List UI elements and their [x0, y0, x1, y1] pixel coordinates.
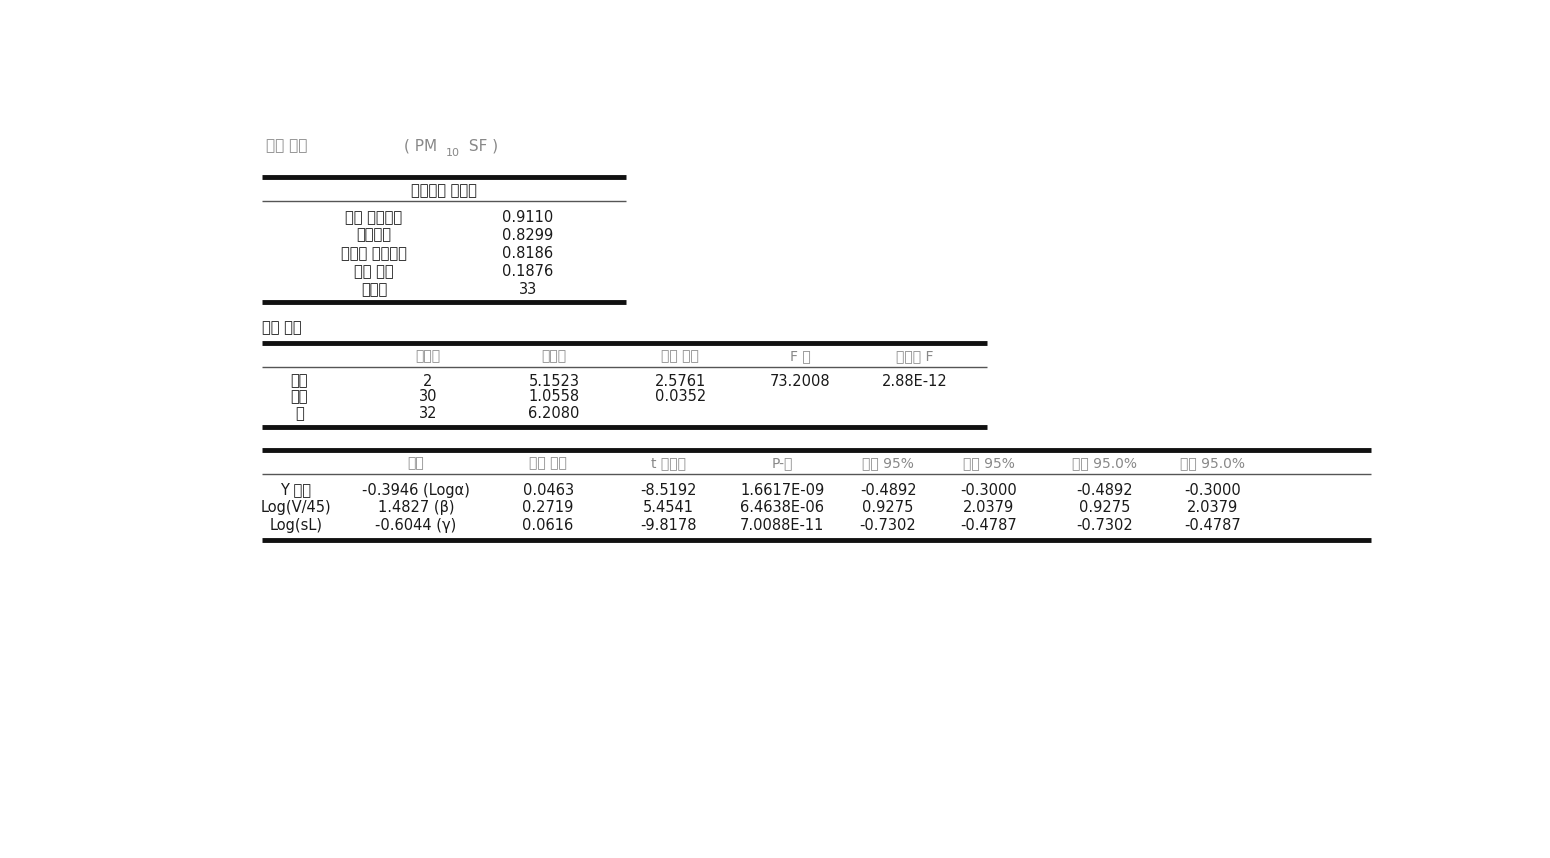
Text: 분산 분석: 분산 분석: [262, 320, 302, 335]
Text: 하위 95.0%: 하위 95.0%: [1071, 456, 1136, 470]
Text: 유의한 F: 유의한 F: [896, 349, 933, 363]
Text: -0.4787: -0.4787: [961, 517, 1017, 533]
Text: 0.1876: 0.1876: [502, 264, 553, 279]
Text: 33: 33: [519, 282, 536, 298]
Text: 2.0379: 2.0379: [964, 499, 1015, 515]
Text: -0.4787: -0.4787: [1184, 517, 1242, 533]
Text: 32: 32: [418, 406, 437, 421]
Text: 0.2719: 0.2719: [522, 499, 574, 515]
Text: 표준 오차: 표준 오차: [529, 456, 567, 470]
Text: 계: 계: [294, 406, 304, 421]
Text: 0.8186: 0.8186: [502, 246, 553, 261]
Text: 73.2008: 73.2008: [770, 373, 831, 389]
Text: Log(V/45): Log(V/45): [260, 499, 332, 515]
Text: 0.9275: 0.9275: [1079, 499, 1130, 515]
Text: 재차: 재차: [291, 390, 308, 404]
Text: -0.4892: -0.4892: [1076, 482, 1133, 498]
Text: -0.7302: -0.7302: [860, 517, 916, 533]
Text: -0.3946 (Logα): -0.3946 (Logα): [363, 482, 470, 498]
Text: 0.8299: 0.8299: [502, 227, 553, 243]
Text: 7.0088E-11: 7.0088E-11: [741, 517, 825, 533]
Text: 1.4827 (β): 1.4827 (β): [378, 499, 454, 515]
Text: 2.5761: 2.5761: [654, 373, 705, 389]
Text: -0.6044 (γ): -0.6044 (γ): [375, 517, 457, 533]
Text: 제곱합: 제곱합: [541, 349, 567, 363]
Text: 0.0463: 0.0463: [522, 482, 574, 498]
Text: 제곱 평균: 제곱 평균: [662, 349, 699, 363]
Text: -0.7302: -0.7302: [1076, 517, 1133, 533]
Text: 회귀: 회귀: [291, 373, 308, 389]
Text: -0.3000: -0.3000: [1184, 482, 1242, 498]
Text: -0.4892: -0.4892: [860, 482, 916, 498]
Text: 1.6617E-09: 1.6617E-09: [741, 482, 825, 498]
Text: 30: 30: [418, 390, 437, 404]
Text: 계수: 계수: [408, 456, 425, 470]
Text: 2.0379: 2.0379: [1187, 499, 1238, 515]
Text: 자유도: 자유도: [415, 349, 440, 363]
Text: t 통계량: t 통계량: [651, 456, 685, 470]
Text: -8.5192: -8.5192: [640, 482, 696, 498]
Text: Y 절편: Y 절편: [281, 482, 312, 498]
Text: 6.2080: 6.2080: [529, 406, 580, 421]
Text: SF ): SF ): [463, 138, 498, 154]
Text: 6.4638E-06: 6.4638E-06: [741, 499, 825, 515]
Text: 조정된 결정계수: 조정된 결정계수: [341, 246, 406, 261]
Text: ( PM: ( PM: [405, 138, 437, 154]
Text: 2: 2: [423, 373, 432, 389]
Text: 1.0558: 1.0558: [529, 390, 580, 404]
Text: 5.4541: 5.4541: [643, 499, 694, 515]
Text: 다중 상관계수: 다중 상관계수: [346, 210, 403, 226]
Text: -0.3000: -0.3000: [961, 482, 1017, 498]
Text: 결정계수: 결정계수: [356, 227, 392, 243]
Text: 상위 95.0%: 상위 95.0%: [1180, 456, 1245, 470]
Text: 0.0352: 0.0352: [654, 390, 705, 404]
Text: 표준 오차: 표준 오차: [353, 264, 394, 279]
Text: 0.0616: 0.0616: [522, 517, 574, 533]
Text: 관측수: 관측수: [361, 282, 388, 298]
Text: 10: 10: [446, 148, 460, 158]
Text: -9.8178: -9.8178: [640, 517, 696, 533]
Text: P-값: P-값: [772, 456, 794, 470]
Text: F 비: F 비: [790, 349, 811, 363]
Text: Log(sL): Log(sL): [270, 517, 322, 533]
Text: 5.1523: 5.1523: [529, 373, 580, 389]
Text: 2.88E-12: 2.88E-12: [882, 373, 947, 389]
Text: 하위 95%: 하위 95%: [862, 456, 914, 470]
Text: 회귀분석 통계량: 회귀분석 통계량: [411, 183, 477, 197]
Text: 상위 95%: 상위 95%: [963, 456, 1015, 470]
Text: 요약 출력: 요약 출력: [267, 138, 307, 154]
Text: 0.9110: 0.9110: [502, 210, 553, 226]
Text: 0.9275: 0.9275: [862, 499, 914, 515]
